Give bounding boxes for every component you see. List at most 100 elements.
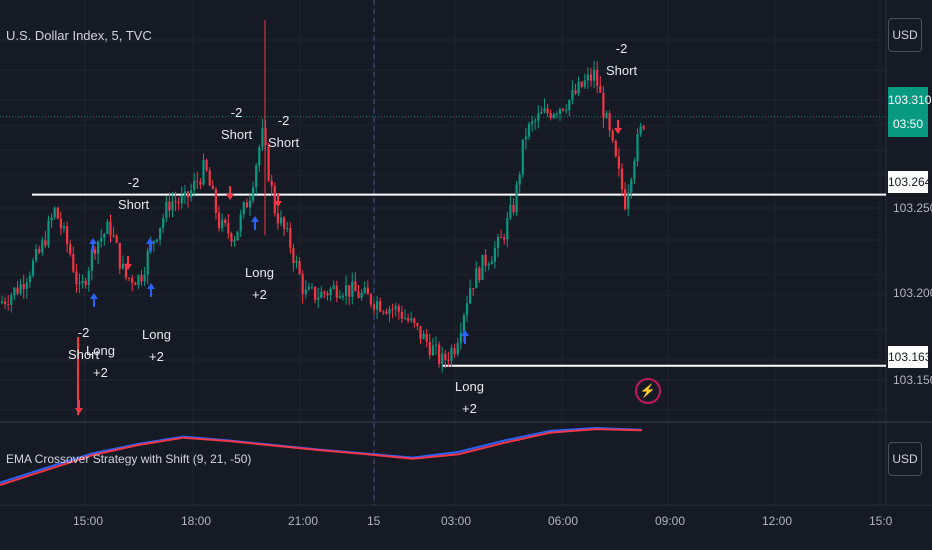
candle-body (190, 189, 193, 198)
long-signal-label: Long +2 (455, 379, 484, 416)
long-arrow-icon (147, 283, 155, 289)
candle-body (540, 112, 543, 114)
indicator-currency-button[interactable]: USD (888, 442, 922, 476)
candle-body (332, 285, 335, 289)
candle-body (475, 267, 478, 289)
candle-body (320, 291, 323, 298)
candle-body (22, 283, 25, 290)
candle-body (28, 275, 31, 283)
candle-body (165, 201, 168, 219)
candle-body (403, 318, 407, 320)
candle-body (376, 301, 379, 310)
candle-body (196, 180, 199, 182)
candle-body (428, 341, 431, 356)
candle-body (397, 306, 400, 312)
candle-body (465, 303, 469, 316)
candle-body (558, 108, 562, 114)
candle-body (630, 179, 633, 193)
candle-body (7, 303, 10, 305)
upper-level-tag: 103.264 (888, 171, 931, 193)
candle-body (608, 113, 611, 131)
candle-body (56, 207, 59, 219)
x-tick-label: 12:00 (762, 514, 793, 528)
candle-body (589, 74, 593, 81)
candle-body (372, 304, 376, 310)
candle-body (50, 217, 53, 221)
candle-body (193, 180, 196, 190)
candle-body (168, 201, 171, 211)
candle-body (323, 291, 326, 294)
candle-body (611, 130, 614, 141)
bolt-icon[interactable]: ⚡ (635, 378, 661, 404)
candle-body (565, 110, 568, 112)
candle-body (534, 120, 537, 122)
candle-body (273, 186, 276, 214)
candle-body (341, 295, 345, 297)
candle-body (261, 128, 264, 148)
candle-body (78, 282, 81, 285)
candle-body (199, 181, 202, 185)
candle-body (118, 242, 121, 269)
candle-body (72, 254, 75, 272)
candle-body (620, 168, 624, 190)
candle-body (388, 308, 391, 314)
candle-body (221, 219, 224, 229)
candle-body (490, 261, 493, 265)
candle-body (180, 195, 183, 204)
candle-body (295, 260, 298, 263)
candle-body (137, 275, 140, 286)
candle-body (252, 187, 255, 201)
candle-body (177, 202, 180, 204)
candle-body (0, 301, 4, 304)
candle-body (159, 227, 162, 240)
candle-body (245, 202, 248, 208)
candle-body (568, 99, 571, 111)
candle-body (596, 70, 599, 86)
candle-body (394, 306, 397, 310)
candle-body (531, 121, 534, 124)
candle-body (134, 283, 137, 286)
candle-body (314, 286, 317, 300)
candle-body (124, 263, 128, 278)
currency-button[interactable]: USD (888, 18, 922, 52)
candle-body (481, 254, 484, 281)
long-signal-label: Long +2 (245, 265, 274, 302)
candle-body (211, 185, 214, 190)
short-arrow-icon (226, 194, 234, 200)
candle-body (143, 274, 146, 282)
candle-body (434, 344, 438, 346)
short-signal-label: -2 Short (606, 41, 638, 78)
candle-body (512, 204, 515, 213)
candle-body (605, 113, 608, 119)
candle-body (202, 160, 205, 185)
candle-body (100, 237, 103, 242)
candle-body (35, 249, 38, 261)
candle-body (478, 267, 481, 281)
candle-body (131, 277, 134, 284)
candle-body (267, 145, 270, 181)
candle-body (338, 296, 341, 298)
candle-body (562, 108, 565, 111)
candle-body (503, 237, 506, 240)
candle-body (459, 332, 462, 344)
long-arrow-icon (89, 238, 97, 244)
long-arrow-icon (146, 238, 154, 244)
candle-body (410, 318, 413, 321)
candle-body (351, 281, 354, 297)
candle-body (363, 287, 366, 293)
short-arrow-icon (274, 201, 282, 207)
candle-body (13, 287, 16, 296)
candle-body (270, 180, 273, 187)
candle-body (227, 223, 230, 234)
candle-body (527, 123, 531, 137)
candle-body (431, 345, 434, 356)
x-tick-label: 21:00 (288, 514, 319, 528)
candle-body (614, 140, 617, 157)
candle-body (4, 301, 7, 304)
candle-body (515, 184, 518, 213)
last-price: 103.310 (888, 93, 932, 107)
candle-body (121, 263, 124, 269)
candle-body (106, 221, 109, 234)
candle-body (453, 348, 456, 355)
